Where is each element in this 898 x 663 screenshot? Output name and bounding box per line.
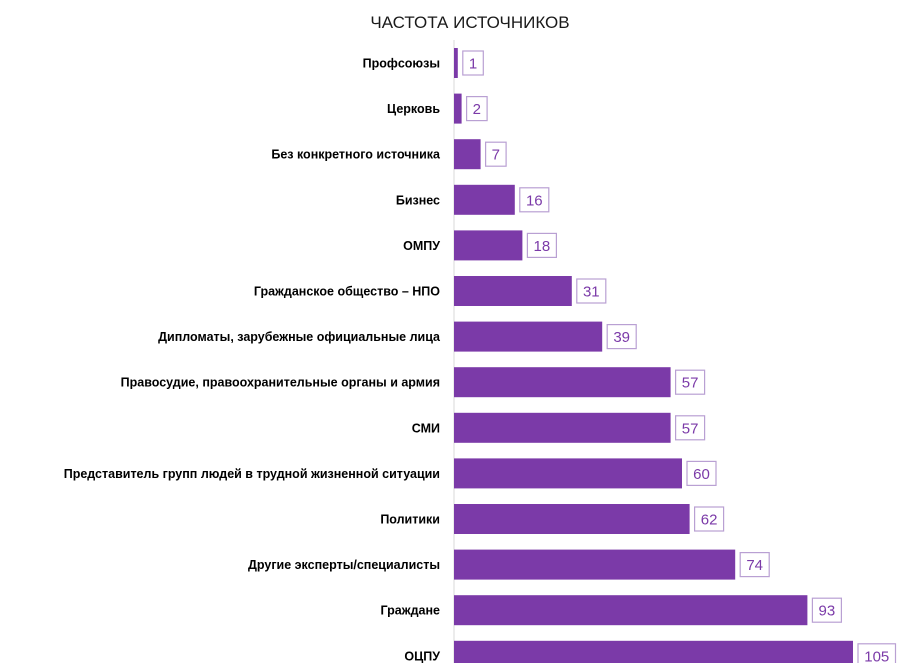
data-label-box bbox=[674, 369, 706, 395]
data-label-box bbox=[857, 643, 897, 663]
data-label-box bbox=[739, 551, 770, 578]
chart-title: ЧАСТОТА ИСТОЧНИКОВ bbox=[370, 13, 569, 32]
category-label: ОЦПУ bbox=[404, 649, 440, 663]
data-label: 60 bbox=[693, 466, 710, 483]
category-label: Гражданское общество – НПО bbox=[254, 285, 440, 299]
data-label: 31 bbox=[583, 284, 600, 301]
data-label-box bbox=[462, 50, 484, 76]
bar bbox=[454, 367, 671, 398]
category-label: Граждане bbox=[381, 604, 440, 618]
data-label: 1 bbox=[469, 56, 477, 73]
category-label: Другие эксперты/специалисты bbox=[248, 558, 440, 572]
category-label: Представитель групп людей в трудной жизн… bbox=[64, 467, 440, 481]
category-label: Дипломаты, зарубежные официальные лица bbox=[158, 330, 441, 344]
data-label-box bbox=[526, 232, 558, 258]
data-label: 57 bbox=[682, 420, 699, 437]
bars-layer: Профсоюзы 1 Церковь 2 Без конкретного источн… bbox=[64, 48, 897, 663]
data-label-box bbox=[466, 95, 488, 122]
bar bbox=[454, 93, 462, 124]
data-label-box bbox=[485, 141, 507, 167]
data-label: 7 bbox=[492, 147, 500, 164]
bar bbox=[454, 595, 808, 626]
data-label-box bbox=[606, 324, 637, 350]
bar bbox=[454, 48, 458, 78]
bar bbox=[454, 276, 572, 306]
bar bbox=[454, 139, 481, 170]
category-label: Профсоюзы bbox=[363, 57, 440, 71]
data-label: 2 bbox=[473, 101, 481, 118]
category-label: Бизнес bbox=[396, 193, 440, 207]
data-label: 74 bbox=[746, 557, 763, 574]
bar bbox=[454, 321, 603, 352]
data-label-box bbox=[519, 187, 550, 213]
category-label: СМИ bbox=[412, 421, 440, 435]
data-label: 62 bbox=[701, 512, 718, 529]
data-label: 18 bbox=[534, 238, 551, 255]
data-label-box bbox=[693, 506, 725, 532]
bar bbox=[454, 458, 682, 489]
category-label: Без конкретного источника bbox=[271, 148, 441, 162]
bar bbox=[454, 412, 671, 443]
data-label-box bbox=[576, 278, 607, 304]
data-label: 16 bbox=[526, 192, 543, 209]
data-label-box bbox=[811, 597, 843, 623]
category-label: ОМПУ bbox=[403, 239, 440, 253]
category-label: Правосудие, правоохранительные органы и … bbox=[121, 376, 440, 390]
bar bbox=[454, 504, 690, 534]
category-label: Церковь bbox=[387, 102, 440, 116]
bar bbox=[454, 184, 515, 215]
bar bbox=[454, 230, 523, 261]
data-label: 39 bbox=[613, 329, 630, 346]
data-label-box bbox=[674, 415, 706, 441]
bar bbox=[454, 640, 853, 663]
data-label-box bbox=[686, 460, 717, 486]
data-label: 93 bbox=[819, 603, 836, 620]
category-label: Политики bbox=[380, 513, 440, 527]
data-label: 105 bbox=[864, 648, 889, 663]
bar bbox=[454, 549, 736, 580]
data-label: 57 bbox=[682, 375, 699, 392]
